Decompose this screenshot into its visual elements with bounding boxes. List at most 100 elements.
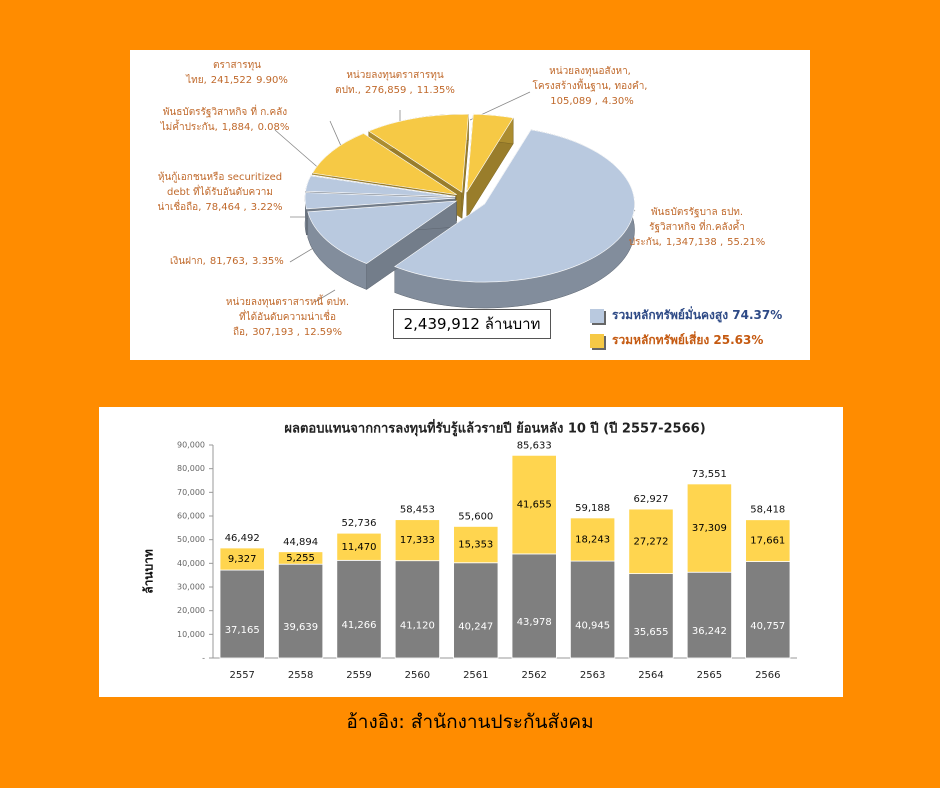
bar-value-label: 41,655	[517, 500, 552, 511]
bar-total-label: 62,927	[634, 494, 669, 505]
x-tick-label: 2558	[288, 670, 313, 681]
bar-total-label: 52,736	[342, 518, 377, 529]
bar-value-label: 35,655	[634, 627, 669, 638]
bar-value-label: 27,272	[634, 536, 669, 547]
slice-value-label: 105,089 ,	[550, 96, 598, 107]
chart-title: ผลตอบแทนจากการลงทุนที่รับรู้แล้วรายปี ย้…	[284, 419, 705, 437]
x-tick-label: 2557	[229, 670, 254, 681]
bar-segment	[336, 559, 382, 659]
bar-segment	[278, 563, 324, 659]
bar-value-label: 9,327	[228, 554, 257, 565]
slice-percent-label: 0.08%	[257, 122, 290, 133]
slice-percent-label: 9.90%	[256, 75, 288, 86]
pie-slice	[394, 129, 635, 283]
pie-chart	[274, 91, 636, 309]
bar-segment	[628, 508, 674, 575]
slice-percent-label: 12.59%	[303, 327, 343, 338]
bar-value-label: 40,945	[575, 621, 610, 632]
bar-segment	[219, 547, 265, 571]
slice-name: หน่วยลงทุนอสังหา, โครงสร้างพื้นฐาน, ทองค…	[532, 66, 648, 92]
y-tick-label: 50,000	[177, 535, 205, 544]
legend-swatch	[590, 308, 604, 323]
bar-segment	[745, 561, 791, 659]
slice-value-label: 78,464 ,	[205, 202, 247, 213]
slice-label: พันธบัตรรัฐบาล ธปท. รัฐวิสาหกิจ ที่ก.คลั…	[622, 205, 772, 250]
slice-name: หุ้นกู้เอกชนหรือ securitized debt ที่ได้…	[157, 172, 283, 213]
bar-total-label: 85,633	[517, 440, 552, 451]
pie-slice	[305, 175, 456, 198]
slice-label: หน่วยลงทุนตราสารหนี้ ตปท. ที่ได้อันดับคว…	[215, 295, 360, 340]
slice-value-label: 241,522	[210, 75, 253, 86]
legend-item: รวมหลักทรัพย์เสี่ยง 25.63%	[590, 331, 763, 350]
bar-value-label: 17,333	[400, 535, 435, 546]
pie-panel: 2,439,912 ล้านบาท พันธบัตรรัฐบาล ธปท. รั…	[130, 50, 810, 360]
slice-label: หุ้นกู้เอกชนหรือ securitized debt ที่ได้…	[145, 170, 295, 215]
bar-value-label: 41,120	[400, 620, 435, 631]
bar-segment	[686, 483, 732, 573]
pie-slices	[304, 113, 635, 309]
x-tick-label: 2560	[405, 670, 430, 681]
bar-total-label: 55,600	[458, 511, 493, 522]
x-tick-label: 2562	[521, 670, 546, 681]
bar-segment	[511, 553, 557, 659]
y-tick-label: -	[202, 654, 205, 663]
bar-segment	[511, 454, 557, 555]
bar-segment	[394, 560, 440, 659]
bar-segment	[628, 573, 674, 659]
bar-value-label: 37,165	[225, 625, 260, 636]
pie-slice	[312, 133, 457, 195]
y-tick-label: 20,000	[177, 606, 205, 615]
slice-name: พันธบัตรรัฐวิสาหกิจ ที่ ก.คลัง ไม่ค้ำประ…	[160, 107, 288, 133]
legend-label: รวมหลักทรัพย์เสี่ยง 25.63%	[612, 333, 764, 347]
slice-percent-label: 55.21%	[727, 237, 766, 248]
bar-value-label: 36,242	[692, 626, 727, 637]
bar-value-label: 40,757	[750, 621, 785, 632]
bar-total-label: 58,453	[400, 505, 435, 516]
pie-slice	[368, 114, 469, 193]
leader-line	[314, 289, 336, 303]
y-tick-label: 90,000	[177, 441, 205, 450]
slice-percent-label: 4.30%	[601, 96, 634, 107]
legend-label: รวมหลักทรัพย์มั่นคงสูง 74.37%	[612, 308, 783, 322]
bar-panel: ผลตอบแทนจากการลงทุนที่รับรู้แล้วรายปี ย้…	[99, 407, 843, 697]
bar-value-label: 18,243	[575, 535, 610, 546]
bar-total-label: 58,418	[750, 505, 785, 516]
legend-item: รวมหลักทรัพย์มั่นคงสูง 74.37%	[590, 306, 782, 325]
slice-label: พันธบัตรรัฐวิสาหกิจ ที่ ก.คลัง ไม่ค้ำประ…	[160, 105, 290, 135]
bar-value-label: 11,470	[342, 542, 377, 553]
pie-slice	[310, 174, 456, 197]
bar-value-label: 43,978	[517, 617, 552, 628]
legend-swatch	[590, 333, 604, 348]
bar-segment	[278, 551, 324, 565]
slice-label: หน่วยลงทุนตราสารทุน ตปท., 276,859 , 11.35%	[325, 68, 465, 98]
y-tick-label: 10,000	[177, 630, 205, 639]
slice-name: เงินฝาก,	[170, 256, 206, 267]
bar-segment	[336, 532, 382, 561]
x-tick-label: 2563	[580, 670, 605, 681]
slice-percent-label: 11.35%	[416, 85, 455, 96]
x-tick-label: 2564	[638, 670, 663, 681]
slice-label: เงินฝาก, 81,763, 3.35%	[170, 254, 310, 269]
pie-slice	[466, 113, 514, 193]
slice-label: หน่วยลงทุนอสังหา, โครงสร้างพื้นฐาน, ทองค…	[520, 64, 660, 109]
bar-value-label: 15,353	[458, 540, 493, 551]
y-tick-label: 30,000	[177, 583, 205, 592]
bar-total-label: 46,492	[225, 533, 260, 544]
bar-value-label: 39,639	[283, 622, 318, 633]
bar-value-label: 40,247	[458, 621, 493, 632]
slice-value-label: 81,763,	[209, 256, 249, 267]
bar-total-label: 59,188	[575, 503, 610, 514]
x-tick-label: 2565	[697, 670, 722, 681]
x-tick-label: 2561	[463, 670, 488, 681]
bar-value-label: 41,266	[342, 620, 377, 631]
y-tick-label: 60,000	[177, 512, 205, 521]
pie-slice	[307, 200, 458, 264]
bar-segment	[453, 526, 499, 564]
slice-percent-label: 3.22%	[250, 202, 283, 213]
slice-value-label: 276,859 ,	[364, 85, 413, 96]
bar-segment	[453, 562, 499, 659]
slice-name: หน่วยลงทุนตราสารหนี้ ตปท. ที่ได้อันดับคว…	[225, 297, 350, 338]
bar-segment	[219, 569, 265, 659]
bar-value-label: 5,255	[286, 553, 315, 564]
